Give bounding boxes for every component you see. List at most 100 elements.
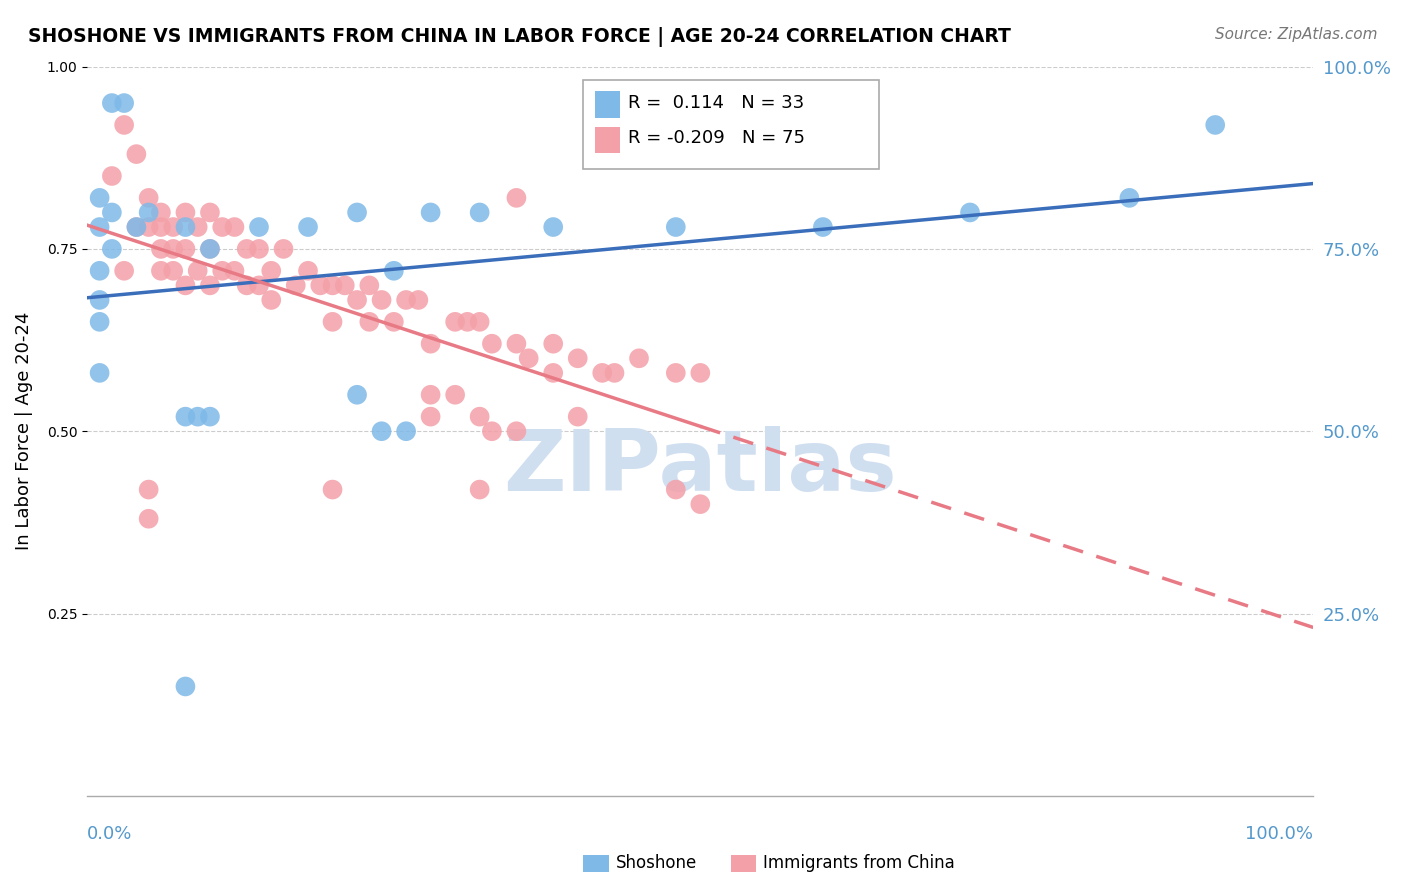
Point (174, 278, 197, 293)
Point (322, 483, 344, 497)
Point (162, 264, 184, 278)
Point (162, 242, 184, 256)
Point (112, 264, 135, 278)
Point (541, 220, 564, 235)
Point (138, 205, 160, 219)
Point (211, 264, 233, 278)
Point (370, 293, 392, 307)
Point (162, 220, 184, 235)
Point (149, 205, 172, 219)
Point (284, 278, 307, 293)
Point (101, 169, 124, 183)
Point (603, 366, 626, 380)
Point (665, 366, 688, 380)
Point (346, 388, 368, 402)
Point (505, 424, 527, 438)
Point (505, 336, 527, 351)
Point (297, 264, 319, 278)
Point (149, 242, 172, 256)
Text: ZIPatlas: ZIPatlas (503, 426, 897, 509)
Point (456, 315, 478, 329)
Text: R =  0.114   N = 33: R = 0.114 N = 33 (628, 94, 804, 112)
Point (689, 366, 711, 380)
Point (481, 424, 503, 438)
Point (138, 483, 160, 497)
Point (112, 118, 135, 132)
Point (359, 315, 381, 329)
Point (174, 242, 197, 256)
Point (468, 315, 491, 329)
Point (112, 96, 135, 111)
Point (408, 293, 430, 307)
Point (174, 220, 197, 235)
Point (224, 220, 246, 235)
Point (89, 220, 111, 235)
Point (89, 315, 111, 329)
Point (174, 205, 197, 219)
Point (627, 351, 650, 366)
Point (541, 336, 564, 351)
Point (370, 424, 392, 438)
Point (395, 424, 418, 438)
Point (333, 278, 356, 293)
Point (247, 220, 270, 235)
Point (187, 409, 209, 424)
Point (468, 483, 491, 497)
Point (187, 264, 209, 278)
Point (149, 264, 172, 278)
Point (1204, 118, 1226, 132)
Text: R = -0.209   N = 75: R = -0.209 N = 75 (628, 129, 806, 147)
Y-axis label: In Labor Force | Age 20-24: In Labor Force | Age 20-24 (15, 312, 32, 550)
Point (665, 483, 688, 497)
Point (125, 220, 148, 235)
Point (665, 220, 688, 235)
Point (211, 220, 233, 235)
Point (591, 366, 613, 380)
Point (198, 409, 221, 424)
Point (468, 205, 491, 219)
Point (198, 278, 221, 293)
Point (567, 409, 589, 424)
Point (309, 278, 332, 293)
Point (468, 409, 491, 424)
Point (198, 205, 221, 219)
Point (567, 351, 589, 366)
Text: 100.0%: 100.0% (1246, 825, 1313, 843)
Point (959, 205, 981, 219)
Point (444, 315, 467, 329)
Point (89, 366, 111, 380)
Point (359, 278, 381, 293)
Point (419, 409, 441, 424)
Point (517, 351, 540, 366)
Point (235, 242, 257, 256)
Point (89, 191, 111, 205)
Point (138, 191, 160, 205)
Point (247, 278, 270, 293)
Point (247, 242, 270, 256)
Point (174, 680, 197, 694)
Point (198, 242, 221, 256)
Point (101, 242, 124, 256)
Point (149, 220, 172, 235)
Point (1118, 191, 1140, 205)
Point (346, 293, 368, 307)
Text: 0.0%: 0.0% (87, 825, 132, 843)
Point (273, 242, 295, 256)
Text: Source: ZipAtlas.com: Source: ZipAtlas.com (1215, 27, 1378, 42)
Point (260, 264, 283, 278)
Point (382, 315, 405, 329)
Point (419, 205, 441, 219)
Point (481, 336, 503, 351)
Point (505, 191, 527, 205)
Text: Immigrants from China: Immigrants from China (763, 855, 955, 872)
Point (260, 293, 283, 307)
Text: Shoshone: Shoshone (616, 855, 697, 872)
Point (346, 205, 368, 219)
Point (297, 220, 319, 235)
Point (125, 147, 148, 161)
Point (89, 264, 111, 278)
Point (125, 220, 148, 235)
Point (89, 293, 111, 307)
Point (235, 278, 257, 293)
Point (101, 96, 124, 111)
